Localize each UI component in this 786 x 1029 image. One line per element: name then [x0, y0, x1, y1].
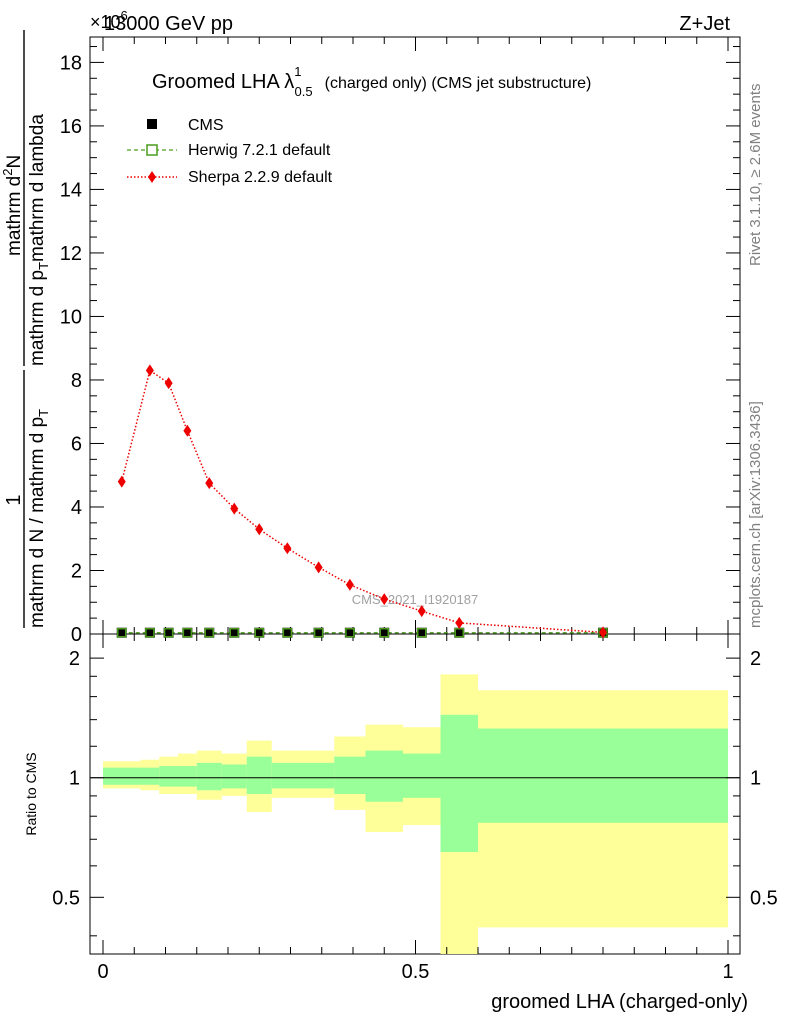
cms-point [204, 627, 215, 638]
sherpa-point [314, 561, 323, 574]
herwig-point [229, 627, 239, 638]
cms-point [344, 627, 355, 638]
ylabel-frac-den: mathrm d N / mathrm d pT [27, 409, 51, 628]
ratio-band-stat-bin [271, 762, 303, 789]
sherpa-point [164, 377, 173, 390]
ratio-band-stat-bin [159, 766, 178, 787]
sherpa-point [345, 578, 354, 591]
x-tick-label: 1 [722, 961, 733, 983]
ratio-band-stat-bin [196, 762, 222, 791]
legend-sherpa-marker [148, 171, 156, 183]
legend-herwig-marker [146, 144, 158, 156]
cms-point [182, 627, 193, 638]
sherpa-point [283, 542, 292, 555]
main-axis-ticks: 0 2 4 6 8 10 12 14 16 18 [60, 46, 740, 646]
ratio-bands [103, 674, 728, 954]
y-tick-label: 10 [60, 306, 82, 328]
herwig-point [417, 627, 427, 638]
ratio-y-tick-label-right: 2 [750, 648, 761, 670]
sherpa-point [205, 477, 214, 490]
ratio-y-tick-label-right: 1 [750, 768, 761, 790]
cms-point [229, 627, 240, 638]
rivet-label: Rivet 3.1.10, ≥ 2.6M events [747, 84, 764, 267]
process-label: Z+Jet [679, 13, 730, 35]
x-tick-label: 0 [97, 961, 108, 983]
ylabel-deriv-den: mathrm d pTmathrm d lambda [27, 114, 51, 366]
ratio-y-tick-label: 0.5 [52, 887, 80, 909]
ratio-band-stat-bin [478, 728, 728, 823]
legend-sherpa-label: Sherpa 2.2.9 default [188, 169, 333, 186]
legend-cms-label: CMS [188, 117, 224, 134]
x-axis-label: groomed LHA (charged-only) [491, 991, 748, 1013]
herwig-point [117, 627, 127, 638]
cms-point [416, 627, 427, 638]
sherpa-point [230, 502, 239, 515]
ratio-band-stat-bin [365, 750, 403, 802]
y-exponent-label: ×106 [90, 8, 128, 32]
y-tick-label: 8 [71, 370, 82, 392]
legend-cms-marker [147, 119, 157, 129]
y-tick-label: 12 [60, 243, 82, 265]
ratio-band-stat-bin [103, 767, 141, 785]
cms-point [313, 627, 324, 638]
y-tick-label: 18 [60, 52, 82, 74]
cms-point [163, 627, 174, 638]
cms-point [454, 627, 465, 638]
sherpa-point [599, 626, 607, 639]
sherpa-point [183, 424, 192, 437]
ratio-band-stat-bin [440, 714, 478, 853]
herwig-point [313, 627, 324, 638]
plot-title: Groomed LHA λ1 0.5 (charged only) (CMS jet… [152, 64, 591, 99]
y-axis-label-main: 1 mathrm d N / mathrm d pT mathrm d2N ma… [0, 30, 51, 628]
x-tick-label: 0.5 [402, 961, 430, 983]
herwig-point [145, 627, 155, 638]
cms-point [379, 627, 390, 638]
legend: CMS Herwig 7.2.1 default Sherpa 2.2.9 de… [127, 117, 333, 186]
herwig-point [379, 627, 389, 638]
cms-point [254, 627, 265, 638]
ratio-y-tick-label: 1 [69, 768, 80, 790]
cms-point [144, 627, 155, 638]
ratio-band-stat-bin [140, 767, 160, 785]
ratio-axis-ticks: 0.5 0.5 1 1 2 2 [52, 648, 778, 937]
sherpa-point [117, 475, 126, 488]
sherpa-point [417, 605, 426, 618]
sherpa-line [121, 369, 604, 634]
herwig-point [182, 627, 193, 638]
watermark: CMS_2021_I1920187 [352, 592, 479, 607]
y-axis-label-ratio: Ratio to CMS [23, 752, 39, 835]
herwig-point [204, 627, 214, 638]
sherpa-point [145, 364, 154, 377]
y-tick-label: 6 [71, 433, 82, 455]
y-tick-label: 0 [71, 624, 82, 646]
series-layer [116, 364, 608, 639]
mcplots-label: mcplots.cern.ch [arXiv:1306.3436] [747, 401, 764, 628]
energy-label: 13000 GeV pp [104, 13, 233, 35]
ratio-band-stat-bin [334, 756, 366, 794]
y-tick-label: 16 [60, 116, 82, 138]
herwig-point [345, 627, 355, 638]
ratio-y-tick-label: 2 [69, 648, 80, 670]
ratio-band-stat-bin [303, 762, 335, 789]
ratio-y-tick-label-right: 0.5 [750, 887, 778, 909]
ratio-band-stat-bin [221, 764, 247, 789]
ratio-band-stat-bin [403, 753, 441, 798]
ratio-band-stat-bin [178, 766, 197, 787]
cms-point [282, 627, 293, 638]
ylabel-deriv-num: mathrm d2N [0, 155, 25, 256]
sherpa-point [380, 593, 389, 606]
y-tick-label: 14 [60, 179, 82, 201]
cms-point [116, 627, 127, 638]
sherpa-point [255, 523, 264, 536]
herwig-point [254, 627, 264, 638]
y-tick-label: 2 [71, 560, 82, 582]
ylabel-frac-num: 1 [3, 494, 25, 505]
herwig-point [282, 627, 293, 638]
herwig-point [163, 627, 174, 638]
sherpa-point [455, 616, 464, 629]
y-tick-label: 4 [71, 497, 82, 519]
legend-herwig-label: Herwig 7.2.1 default [188, 142, 331, 159]
ratio-band-stat-bin [246, 756, 272, 794]
